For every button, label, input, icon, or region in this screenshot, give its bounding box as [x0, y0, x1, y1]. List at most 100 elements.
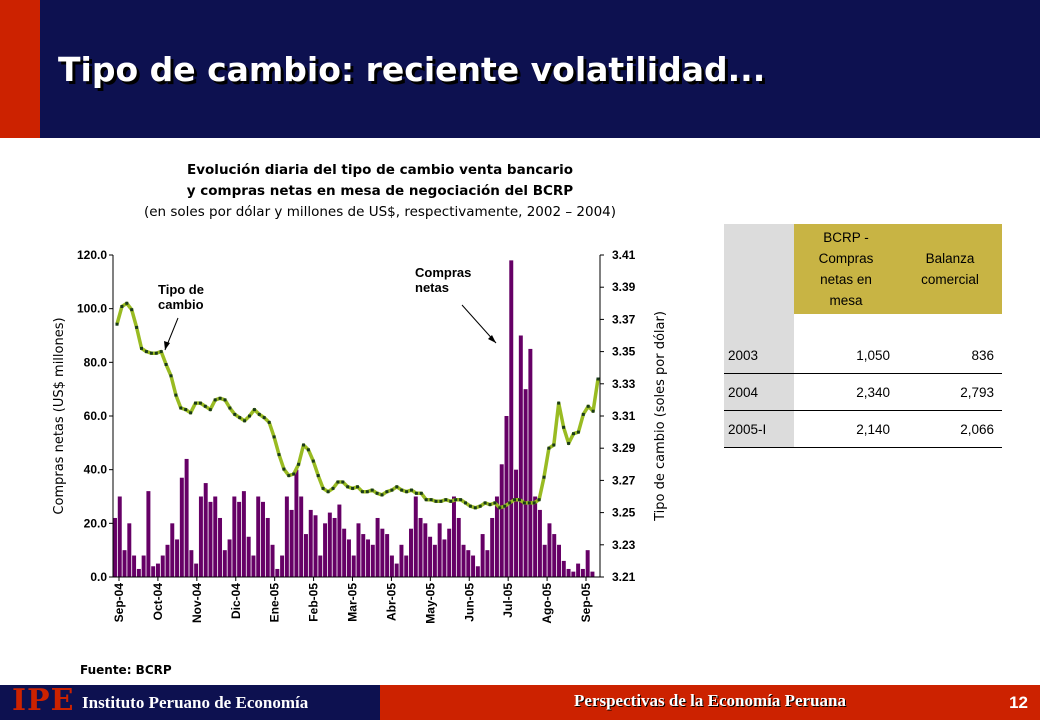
table-row-label: 2003	[724, 337, 794, 374]
bar	[404, 555, 409, 577]
bar	[218, 517, 223, 577]
table-row: 2005-I 2,140 2,066	[724, 410, 1002, 448]
footer-accent: Perspectivas de la Economía Peruana 12	[380, 685, 1040, 720]
bar	[323, 523, 328, 577]
ipe-logo: IPE	[12, 683, 75, 718]
bar	[136, 568, 141, 577]
line-point	[341, 480, 345, 484]
line-point	[306, 448, 310, 452]
line-point	[213, 398, 217, 402]
x-tick-label: Dic-04	[229, 583, 243, 619]
bar	[366, 539, 371, 577]
line-point	[586, 404, 590, 408]
bar	[146, 491, 151, 577]
x-tick-label: Mar-05	[346, 583, 360, 622]
bar	[471, 555, 476, 577]
line-point	[194, 401, 197, 405]
bar	[284, 496, 289, 577]
page-number: 12	[1009, 693, 1028, 712]
line-point	[518, 498, 521, 502]
x-tick-label: Sep-05	[579, 583, 593, 623]
x-tick-label: Feb-05	[307, 583, 321, 622]
line-point	[483, 501, 487, 505]
bar	[456, 517, 461, 577]
bar	[451, 496, 456, 577]
footer-title: Perspectivas de la Economía Peruana	[574, 691, 846, 710]
line-point	[248, 414, 251, 418]
bar	[475, 566, 480, 577]
table-row-label: 2004	[724, 373, 794, 411]
line-point	[125, 301, 129, 305]
line-point	[262, 416, 266, 420]
line-point	[257, 412, 261, 416]
line-point	[439, 499, 443, 503]
line-point	[326, 490, 330, 494]
line-point	[380, 493, 384, 497]
right-tick-label: 3.29	[612, 441, 636, 455]
right-tick-label: 3.37	[612, 312, 636, 326]
annotation-compras-netas: Compras	[415, 265, 471, 280]
bar	[237, 501, 242, 577]
line-point	[223, 398, 227, 402]
left-tick-label: 100.0	[77, 302, 107, 316]
table-header-line: Compras	[818, 251, 874, 266]
right-tick-label: 3.35	[612, 345, 636, 359]
line-point	[449, 499, 453, 503]
line-point	[410, 488, 413, 492]
right-tick-label: 3.33	[612, 377, 636, 391]
data-table: BCRP - Compras netas en mesa Balanza comerci…	[724, 224, 1002, 448]
x-tick-label: Sep-04	[112, 583, 126, 623]
line-point	[252, 408, 256, 412]
left-tick-label: 20.0	[84, 516, 108, 530]
bar	[480, 534, 485, 577]
bar	[122, 550, 127, 577]
bar	[294, 469, 299, 577]
line-point	[591, 409, 595, 413]
line-point	[537, 498, 541, 502]
bar	[241, 491, 246, 577]
line-point	[331, 486, 335, 490]
bar	[494, 496, 499, 577]
bar	[485, 550, 490, 577]
bar	[113, 517, 117, 577]
bar	[499, 464, 504, 577]
bar	[203, 483, 208, 577]
line-point	[169, 374, 173, 378]
bar	[337, 504, 342, 577]
bar	[552, 534, 557, 577]
line-point	[473, 506, 477, 510]
bar	[275, 568, 280, 577]
bar	[351, 555, 356, 577]
bar	[261, 501, 265, 577]
bar	[447, 528, 452, 577]
right-tick-label: 3.23	[612, 538, 636, 552]
annotation-tipo-de-cambio: Tipo de	[158, 282, 204, 297]
bar	[256, 496, 261, 577]
line-point	[208, 408, 212, 412]
bar	[490, 517, 495, 577]
line-series-tipo-de-cambio	[115, 301, 600, 510]
bar	[280, 555, 285, 577]
line-point	[532, 501, 536, 505]
line-point	[527, 501, 531, 505]
bar	[509, 260, 514, 577]
line-point	[115, 322, 119, 326]
line-point	[464, 501, 467, 505]
line-point	[542, 475, 546, 479]
bar	[175, 539, 180, 577]
line-point	[351, 486, 355, 490]
line-point	[522, 501, 526, 505]
line-point	[316, 474, 320, 478]
bar	[576, 563, 581, 577]
bar	[380, 528, 385, 577]
left-tick-label: 40.0	[84, 463, 108, 477]
right-tick-label: 3.21	[612, 570, 636, 584]
chart-tick-labels: 120.0 100.0 80.0 60.0 40.0 20.0 0.0 3.41 3.39 3.3…	[52, 248, 668, 624]
bar	[528, 348, 533, 577]
x-tick-label: Ene-05	[268, 583, 282, 623]
line-point	[562, 425, 566, 429]
source-note: Fuente: BCRP	[80, 663, 172, 677]
table-row: 2003 1,050 836	[724, 337, 1002, 374]
table-gap	[724, 314, 794, 337]
line-point	[400, 488, 404, 492]
